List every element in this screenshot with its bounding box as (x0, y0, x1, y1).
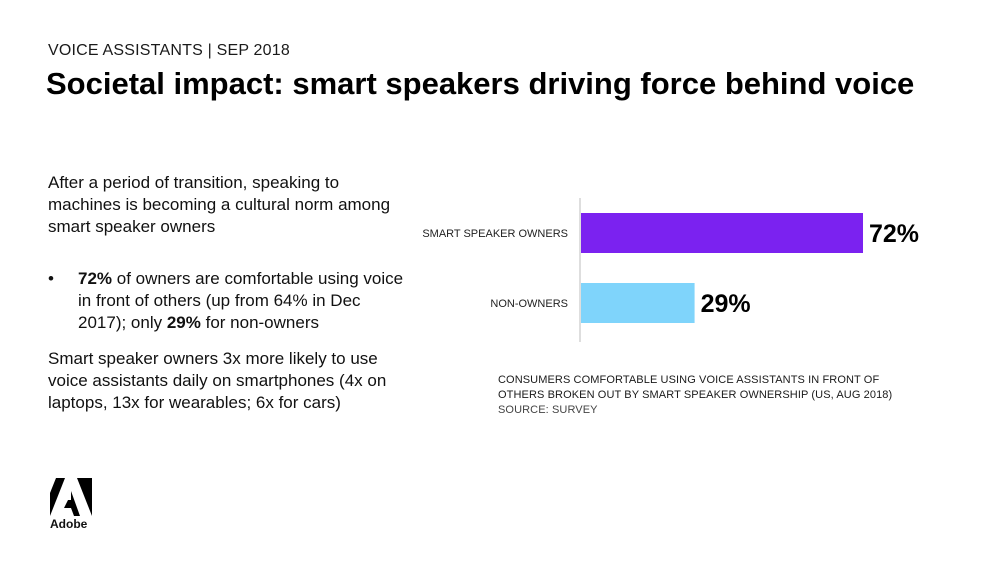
chart-caption: CONSUMERS COMFORTABLE USING VOICE ASSIST… (498, 373, 928, 418)
body-text: After a period of transition, speaking t… (48, 172, 408, 414)
source-text: SOURCE: SURVEY (498, 404, 598, 416)
intro-paragraph: After a period of transition, speaking t… (48, 173, 391, 236)
page-title: Societal impact: smart speakers driving … (46, 66, 915, 101)
adobe-logo: Adobe (50, 478, 96, 531)
bullet-text-a: of owners are comfortable using voice in… (78, 269, 404, 332)
adobe-logo-icon (50, 478, 92, 516)
category-label-1: NON-OWNERS (490, 298, 568, 310)
category-label-0: SMART SPEAKER OWNERS (422, 228, 568, 240)
bullet-marker: • (48, 269, 54, 288)
logo-wordmark: Adobe (50, 517, 88, 531)
bullet-text-b: for non-owners (200, 313, 319, 332)
bar-1 (581, 283, 695, 323)
section-eyebrow: VOICE ASSISTANTS | SEP 2018 (48, 42, 290, 59)
caption-text: CONSUMERS COMFORTABLE USING VOICE ASSIST… (498, 374, 893, 401)
bar-0 (581, 213, 863, 253)
value-label-0: 72% (869, 220, 919, 248)
closing-paragraph: Smart speaker owners 3x more likely to u… (48, 349, 387, 412)
owners-percent: 72% (78, 269, 113, 288)
value-label-1: 29% (701, 290, 751, 318)
bullet-paragraph: • 72% of owners are comfortable using voi… (48, 268, 408, 334)
non-owners-percent: 29% (166, 313, 201, 332)
